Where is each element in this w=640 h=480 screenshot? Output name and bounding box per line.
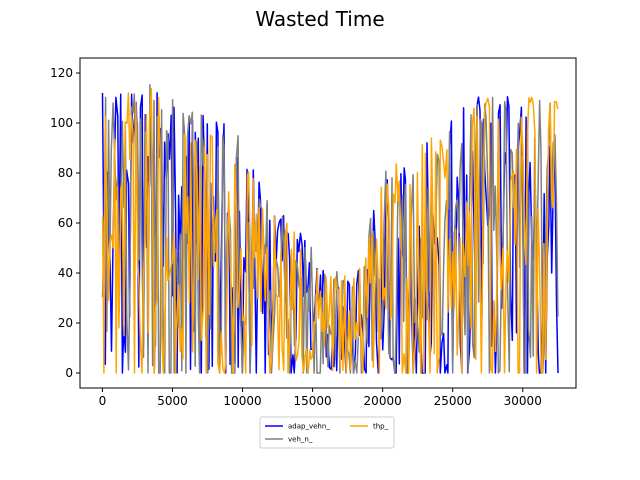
legend-label: adap_vehn_ <box>288 423 330 431</box>
x-tick-label: 20000 <box>364 394 402 408</box>
chart-title: Wasted Time <box>255 7 384 31</box>
y-tick-label: 40 <box>58 266 73 280</box>
legend: adap_vehn_ veh_n_ thp_ <box>259 416 395 449</box>
x-axis: 0 5000 10000 15000 20000 25000 30000 <box>99 388 542 408</box>
series-line-veh-n <box>101 84 559 374</box>
x-tick-label: 5000 <box>157 394 188 408</box>
x-tick-label: 30000 <box>504 394 542 408</box>
y-tick-label: 0 <box>65 366 73 380</box>
legend-label: veh_n_ <box>288 436 313 444</box>
series-layer <box>101 84 559 374</box>
plot-area <box>79 57 577 389</box>
y-tick-label: 80 <box>58 166 73 180</box>
x-tick-label: 10000 <box>223 394 261 408</box>
series-line-thp <box>101 88 559 374</box>
x-tick-label: 0 <box>99 394 107 408</box>
y-axis: 0 20 40 60 80 100 120 <box>50 66 80 380</box>
x-tick-label: 25000 <box>434 394 472 408</box>
y-tick-label: 100 <box>50 116 73 130</box>
y-tick-label: 120 <box>50 66 73 80</box>
x-tick-label: 15000 <box>293 394 331 408</box>
y-tick-label: 60 <box>58 216 73 230</box>
legend-label: thp_ <box>373 423 389 431</box>
y-tick-label: 20 <box>58 316 73 330</box>
legend-box <box>259 416 395 449</box>
